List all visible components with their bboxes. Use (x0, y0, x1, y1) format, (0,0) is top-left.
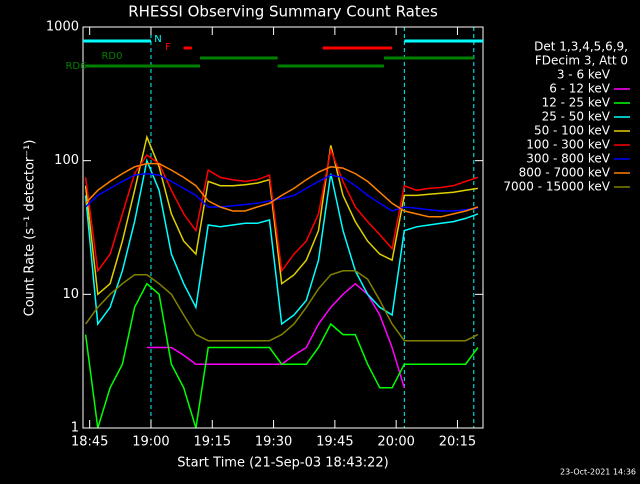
series-line (84, 282, 479, 429)
series-line (84, 134, 479, 296)
x-tick-label: 20:15 (439, 435, 476, 450)
series-line (84, 270, 479, 342)
flag-label: N (154, 34, 161, 45)
legend-header: Det 1,3,4,5,6,9, (534, 40, 628, 54)
footer: 23-Oct-2021 14:36 (560, 468, 636, 477)
legend-label: 3 - 6 keV (557, 68, 611, 82)
flag-label: RD0 (101, 51, 122, 62)
y-tick-label: 100 (54, 153, 79, 168)
y-tick-label: 1000 (46, 20, 79, 35)
x-tick-label: 19:30 (255, 435, 292, 450)
series-line (84, 147, 479, 273)
x-tick-label: 19:15 (194, 435, 231, 450)
legend-header: FDecim 3, Att 0 (535, 54, 628, 68)
legend-label: 25 - 50 keV (542, 110, 611, 124)
y-tick-label: 10 (62, 287, 79, 302)
legend-label: 800 - 7000 keV (519, 166, 611, 180)
legend-label: 6 - 12 keV (549, 82, 611, 96)
plot-frame (82, 26, 484, 429)
y-axis-label: Count Rate (s⁻¹ detector⁻¹) (23, 140, 38, 317)
legend-label: 12 - 25 keV (542, 96, 611, 110)
legend-label: 300 - 800 keV (526, 152, 610, 166)
x-tick-label: 19:45 (316, 435, 353, 450)
x-tick-label: 20:00 (377, 435, 414, 450)
x-tick-label: 18:45 (71, 435, 108, 450)
series-line (85, 172, 478, 212)
series-line (146, 282, 406, 389)
x-tick-label: 19:00 (132, 435, 169, 450)
chart-title: RHESSI Observing Summary Count Rates (128, 3, 438, 21)
legend-label: 50 - 100 keV (534, 124, 611, 138)
x-axis-label: Start Time (21-Sep-03 18:43:22) (177, 456, 388, 471)
series-line (84, 158, 479, 327)
legend-label: 100 - 300 keV (526, 138, 610, 152)
legend-label: 7000 - 15000 keV (503, 180, 610, 194)
y-tick-label: 1 (71, 421, 79, 436)
series-line (85, 162, 479, 218)
flag-label: RD6 (65, 61, 86, 72)
flag-label: F (165, 42, 171, 53)
